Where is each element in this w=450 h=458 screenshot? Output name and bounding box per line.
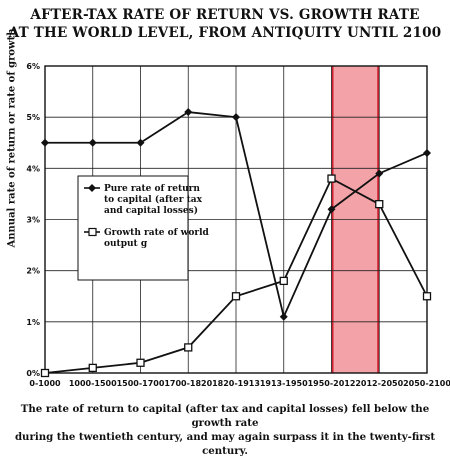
series-growth-point [136, 358, 145, 367]
y-tick-label: 0% [26, 369, 40, 378]
y-tick-label: 5% [26, 113, 40, 122]
y-tick-label: 6% [26, 62, 40, 71]
x-tick-label: 2050-2100 [403, 379, 450, 388]
series-growth-point [184, 343, 193, 352]
series-return-point [41, 138, 49, 147]
caption-line-2: during the twentieth century, and may ag… [14, 431, 436, 457]
y-tick-label: 3% [26, 216, 40, 225]
chart-title-line-1: AFTER-TAX RATE OF RETURN VS. GROWTH RATE [30, 7, 420, 23]
series-return-point [184, 108, 193, 117]
series-growth-point [422, 292, 432, 301]
chart-title-line-2: AT THE WORLD LEVEL, FROM ANTIQUITY UNTIL… [8, 25, 442, 41]
series-return-point [327, 205, 336, 214]
series-return-point [423, 148, 431, 157]
series-return-point [88, 138, 97, 147]
series-return-point [232, 113, 240, 122]
legend-return-text: Pure rate of return [104, 184, 200, 194]
x-tick-label: 1820-1913 [212, 379, 260, 388]
legend-return-text: to capital (after tax [104, 194, 203, 205]
y-tick-label: 2% [26, 267, 40, 276]
legend-return-text: and capital losses) [104, 205, 198, 216]
x-tick-label: 1500-1700 [117, 379, 165, 388]
series-return-point [375, 169, 384, 178]
x-tick-label: 1000-1500 [69, 379, 117, 388]
x-tick-label: 1700-1820 [164, 379, 212, 388]
series-growth-point [327, 174, 336, 183]
series-growth-point [375, 199, 384, 209]
series-return-point [136, 138, 145, 147]
y-tick-label: 1% [26, 318, 40, 327]
series-growth-point [88, 363, 97, 373]
chart-caption: The rate of return to capital (after tax… [8, 402, 442, 458]
y-tick-label: 4% [26, 164, 40, 173]
legend-return-marker [88, 184, 96, 192]
plot-frame [44, 65, 428, 374]
x-tick-label: 1950-2012 [308, 379, 356, 388]
chart-title: AFTER-TAX RATE OF RETURN VS. GROWTH RATE… [0, 6, 450, 42]
legend-growth-text: output g [104, 239, 148, 249]
series-growth-point [279, 276, 288, 286]
x-tick-label: 2012-2050 [355, 379, 403, 388]
x-tick-label: 1913-1950 [260, 379, 308, 388]
series-return-point [279, 312, 288, 321]
x-tick-label: 0-1000 [29, 379, 61, 388]
legend-growth-text: Growth rate of world [104, 228, 210, 238]
series-growth-point [40, 368, 50, 378]
caption-line-1: The rate of return to capital (after tax… [20, 403, 430, 429]
legend-growth-marker [88, 227, 97, 237]
series-growth-point [231, 292, 241, 301]
